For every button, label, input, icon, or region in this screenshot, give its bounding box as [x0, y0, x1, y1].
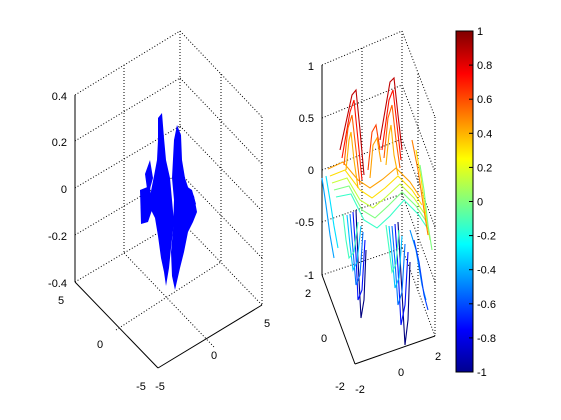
right-z-tick: -0.5	[295, 217, 314, 229]
colorbar-tick-label: -0.2	[477, 231, 496, 243]
left-z-tick: 0.4	[52, 91, 67, 103]
left-y-tick: -5	[136, 381, 146, 393]
left-x-ticks: -5 0 5	[155, 318, 270, 393]
right-y-ticks: 2 0 -2	[305, 288, 345, 393]
right-z-tick: -1	[304, 270, 314, 282]
colorbar-ticks: 1 0.8 0.6 0.4 0.2 0 -0.2 -0.4 -0.6 -0.8 -1	[469, 26, 496, 379]
left-y-ticks: 5 0 -5	[58, 295, 146, 393]
colorbar-tick-label: 0.6	[477, 94, 492, 106]
left-axes: 0.4 0.2 0 -0.2 -0.4 5 0 -5 -5 0 5	[48, 30, 270, 393]
left-z-tick: 0	[61, 184, 67, 196]
colorbar: 1 0.8 0.6 0.4 0.2 0 -0.2 -0.4 -0.6 -0.8 -1	[455, 26, 496, 379]
right-y-tick: 2	[305, 288, 311, 300]
left-x-tick: 5	[264, 318, 270, 330]
left-x-axis	[157, 304, 263, 369]
left-z-tick: -0.2	[48, 231, 67, 243]
left-surface	[140, 113, 197, 290]
colorbar-tick-label: 0.2	[477, 162, 492, 174]
colorbar-tick-label: -0.6	[477, 299, 496, 311]
right-x-ticks: -2 0 2	[355, 351, 441, 396]
left-z-tick: -0.4	[48, 278, 67, 290]
colorbar-tick-label: 1	[477, 26, 483, 38]
right-x-tick: 0	[398, 367, 404, 379]
colorbar-tick-label: 0.8	[477, 60, 492, 72]
colorbar-tick-label: 0	[477, 197, 483, 209]
left-z-ticks: 0.4 0.2 0 -0.2 -0.4	[48, 91, 67, 290]
right-z-tick: 0.5	[299, 113, 314, 125]
right-y-tick: -2	[335, 381, 345, 393]
left-y-tick: 0	[97, 339, 103, 351]
right-y-axis	[321, 274, 356, 365]
right-x-tick: -2	[355, 384, 365, 396]
colorbar-tick-label: 0.4	[477, 128, 492, 140]
right-x-tick: 2	[435, 351, 441, 363]
right-z-tick: 0	[308, 165, 314, 177]
left-grid-box	[74, 30, 263, 348]
right-y-tick: 0	[321, 333, 327, 345]
colorbar-tick-label: -0.8	[477, 333, 496, 345]
colorbar-tick-label: -0.4	[477, 265, 496, 277]
right-z-ticks: 1 0.5 0 -0.5 -1	[295, 61, 314, 282]
right-grid-box	[321, 30, 436, 337]
left-x-tick: -5	[155, 381, 165, 393]
colorbar-tick-label: -1	[477, 367, 487, 379]
left-z-tick: 0.2	[52, 137, 67, 149]
right-axes: 1 0.5 0 -0.5 -1 2 0 -2 -2 0 2	[295, 30, 441, 396]
left-y-tick: 5	[58, 295, 64, 307]
left-x-tick: 0	[211, 350, 217, 362]
right-z-tick: 1	[308, 61, 314, 73]
left-y-axis	[74, 281, 159, 369]
right-surface	[321, 76, 433, 346]
right-x-axis	[354, 335, 436, 365]
